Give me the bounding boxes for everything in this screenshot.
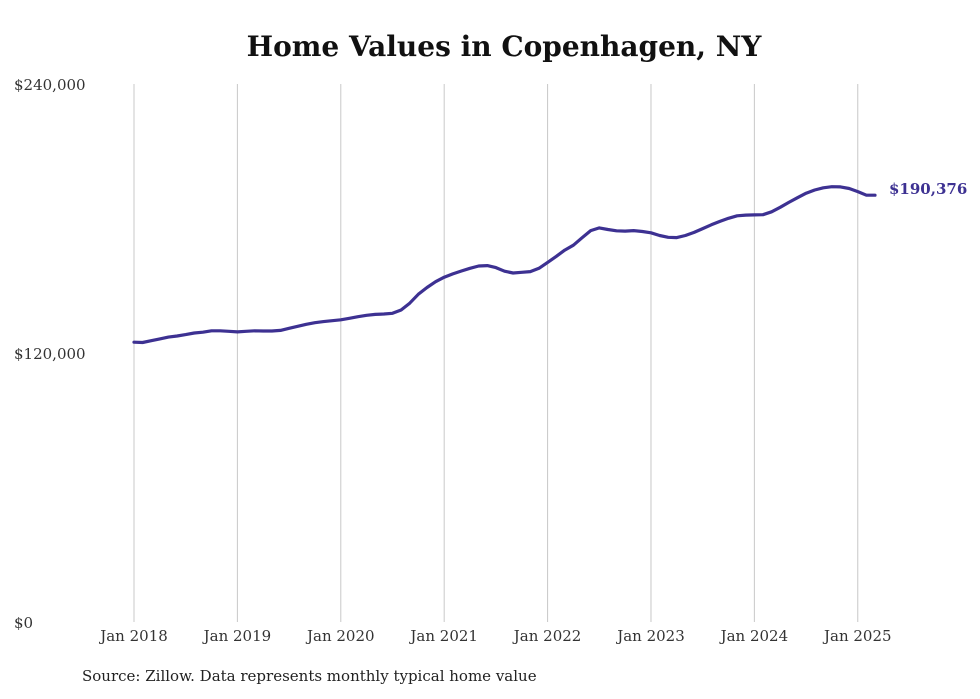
chart-title: Home Values in Copenhagen, NY [246, 30, 762, 63]
x-tick-label: Jan 2018 [98, 627, 168, 645]
home-value-series-line [132, 185, 877, 345]
y-tick-label: $0 [14, 614, 33, 632]
source-note: Source: Zillow. Data represents monthly … [82, 667, 537, 685]
x-tick-label: Jan 2019 [202, 627, 272, 645]
y-axis-tick-labels: $0 $120,000 $240,000 [14, 76, 86, 632]
x-axis-tick-labels: Jan 2018 Jan 2019 Jan 2020 Jan 2021 Jan 2022… [98, 627, 891, 645]
y-tick-label: $240,000 [14, 76, 86, 94]
x-tick-label: Jan 2020 [305, 627, 375, 645]
latest-value-label: $190,376 [889, 180, 967, 198]
x-tick-label: Jan 2021 [408, 627, 478, 645]
x-tick-label: Jan 2023 [615, 627, 685, 645]
x-tick-label: Jan 2024 [719, 627, 789, 645]
y-tick-label: $120,000 [14, 345, 86, 363]
vertical-gridlines [133, 84, 859, 622]
x-tick-label: Jan 2025 [822, 627, 892, 645]
x-tick-label: Jan 2022 [512, 627, 582, 645]
